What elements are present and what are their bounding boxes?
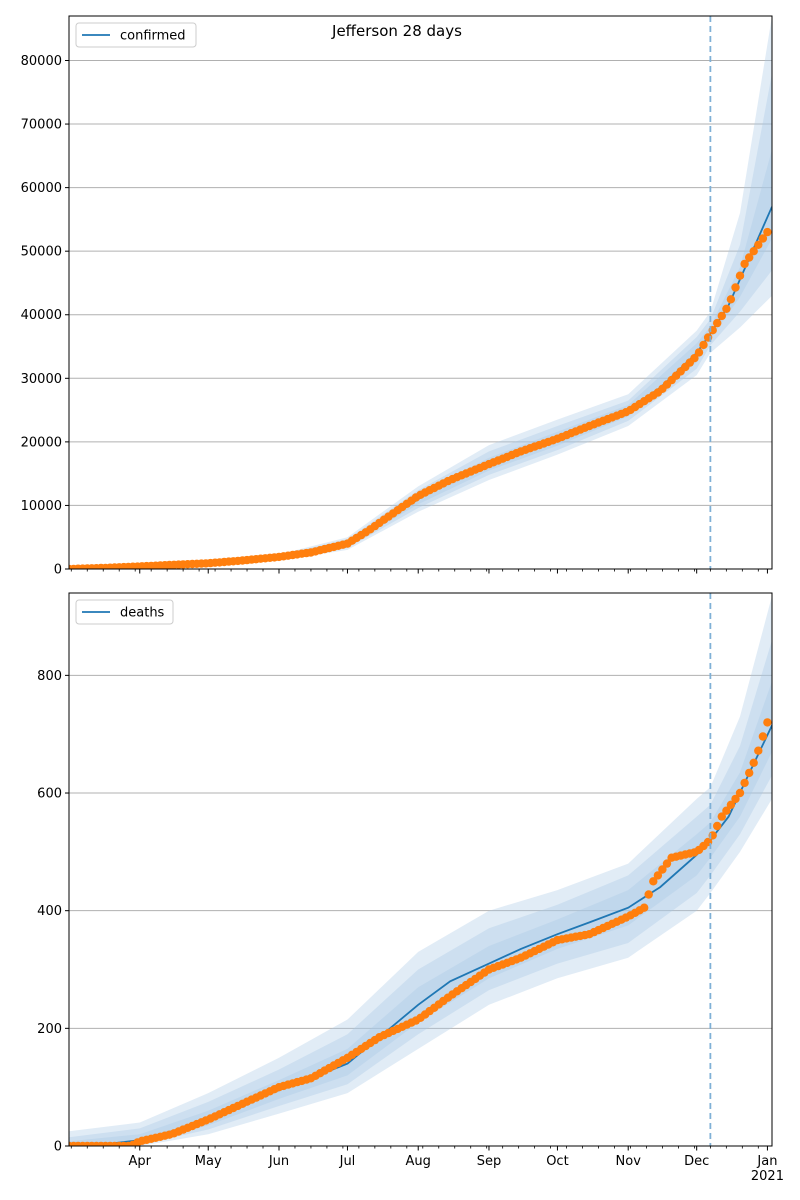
observed-point — [763, 718, 772, 727]
observed-point — [713, 318, 722, 328]
x-tick-label: Jun — [268, 1154, 289, 1169]
observed-point — [640, 903, 649, 912]
observed-point — [740, 259, 749, 269]
plot-area — [69, 595, 772, 1146]
observed-point — [699, 340, 708, 350]
y-tick-label: 0 — [54, 563, 62, 578]
observed-point — [749, 758, 758, 767]
x-tick-label: Sep — [477, 1154, 502, 1169]
chart-title: Jefferson 28 days — [331, 22, 462, 40]
x-tick-label: Jan — [756, 1154, 777, 1169]
y-tick-label: 60000 — [21, 181, 62, 196]
observed-point — [726, 800, 736, 809]
legend: deaths — [75, 599, 174, 625]
observed-point — [662, 859, 672, 868]
y-tick-label: 80000 — [21, 54, 62, 69]
y-tick-label: 800 — [37, 669, 62, 684]
observed-point — [717, 812, 726, 821]
y-tick-label: 400 — [37, 904, 62, 919]
x-tick-label: Apr — [129, 1154, 152, 1169]
observed-point — [658, 865, 667, 874]
x-tick-label: Aug — [406, 1154, 431, 1169]
observed-point — [717, 311, 726, 321]
confirmed-panel: 0 10000 20000 30000 40000 50000 60000 70000 8000… — [21, 15, 773, 578]
y-tick-label: 30000 — [21, 372, 62, 387]
observed-point — [726, 295, 736, 304]
uncertainty-band — [69, 595, 772, 1146]
x-tick-label: Dec — [684, 1154, 709, 1169]
x-tick-label: Nov — [616, 1154, 642, 1169]
legend-box — [75, 22, 197, 48]
observed-point — [731, 794, 740, 804]
observed-point — [649, 877, 658, 886]
x-tick-label: Jul — [339, 1154, 356, 1169]
observed-point — [722, 304, 731, 313]
legend-label: deaths — [120, 606, 165, 621]
axes-frame — [68, 592, 773, 1147]
observed-point — [644, 890, 653, 899]
observed-point — [763, 227, 772, 237]
observed-point — [735, 788, 745, 798]
observed-point — [722, 806, 731, 815]
y-tick-label: 200 — [37, 1022, 62, 1037]
axes-frame — [68, 15, 773, 570]
legend: confirmed — [75, 22, 197, 48]
y-tick-label: 40000 — [21, 308, 62, 323]
observed-point — [754, 746, 763, 755]
observed-point — [713, 821, 722, 831]
y-tick-label: 20000 — [21, 435, 62, 450]
legend-box — [75, 599, 174, 625]
observed-point — [735, 271, 745, 280]
legend-label: confirmed — [120, 29, 186, 44]
observed-point — [694, 348, 704, 357]
x-tick-year-label: 2021 — [751, 1169, 784, 1184]
deaths-panel: 0 200 400 600 800 Apr May Jun Jul Aug Sep Oct Nov Dec… — [37, 592, 784, 1184]
observed-point — [653, 871, 663, 880]
observed-point — [745, 768, 754, 778]
y-tick-label: 10000 — [21, 499, 62, 514]
y-tick-label: 50000 — [21, 245, 62, 260]
observed-point — [740, 778, 749, 788]
observed-point — [731, 283, 740, 292]
observed-point — [745, 253, 754, 262]
x-tick-label: Oct — [546, 1154, 568, 1169]
y-tick-label: 70000 — [21, 118, 62, 133]
observed-point — [749, 247, 758, 256]
plot-area — [69, 16, 772, 569]
observed-point — [754, 240, 763, 249]
y-tick-label: 600 — [37, 787, 62, 802]
observed-point — [758, 732, 768, 741]
observed-point — [690, 354, 699, 363]
x-tick-label: May — [195, 1154, 222, 1169]
observed-point — [758, 234, 768, 243]
uncertainty-band — [69, 16, 772, 569]
y-tick-label: 0 — [54, 1140, 62, 1155]
uncertainty-band — [69, 640, 772, 1146]
